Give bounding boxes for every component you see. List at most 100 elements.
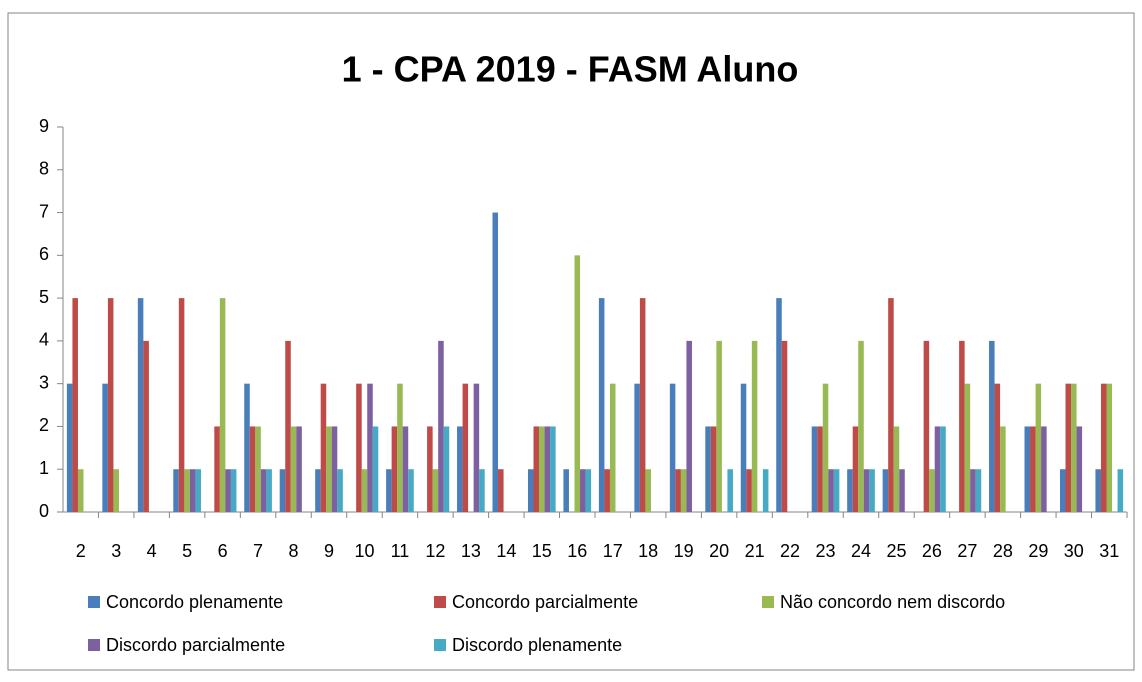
bar: [1100, 383, 1107, 512]
bar: [473, 383, 480, 512]
bar: [255, 426, 261, 512]
y-tick-label: 0: [39, 501, 49, 521]
bar: [219, 298, 226, 512]
legend-label: Concordo plenamente: [106, 592, 283, 612]
bar: [634, 383, 640, 512]
x-tick-label: 13: [461, 541, 481, 561]
bar: [959, 340, 965, 512]
bar: [195, 469, 201, 512]
y-tick-label: 6: [39, 244, 49, 264]
x-tick-label: 10: [354, 541, 374, 561]
bar: [1117, 469, 1124, 512]
bar: [811, 426, 818, 512]
bar: [639, 298, 646, 512]
y-tick-label: 5: [39, 287, 49, 307]
bar: [975, 469, 982, 512]
x-tick-label: 3: [111, 541, 121, 561]
y-tick-label: 8: [39, 159, 49, 179]
bar: [1035, 383, 1042, 512]
bar: [102, 383, 108, 512]
bar: [337, 469, 343, 512]
x-tick-label: 15: [532, 541, 552, 561]
bar: [356, 383, 362, 512]
bar: [934, 426, 941, 512]
bar: [1065, 383, 1072, 512]
bar: [680, 469, 687, 512]
bar: [1076, 426, 1083, 512]
bar: [1000, 426, 1006, 512]
bar: [113, 469, 119, 512]
bar: [585, 469, 592, 512]
bar: [438, 340, 444, 512]
bar: [1024, 426, 1031, 512]
x-tick-label: 11: [391, 541, 410, 561]
bar: [970, 469, 976, 512]
bar: [781, 340, 788, 512]
bar: [290, 426, 297, 512]
bar: [386, 469, 392, 512]
bar: [462, 383, 469, 512]
bar: [137, 298, 144, 512]
bar: [888, 298, 894, 512]
bar: [580, 469, 586, 512]
bar: [964, 383, 971, 512]
bar: [189, 469, 196, 512]
bar: [940, 426, 946, 512]
bar: [929, 469, 935, 512]
bar: [828, 469, 834, 512]
bar: [893, 426, 900, 512]
bar: [77, 469, 84, 512]
x-tick-label: 7: [253, 541, 263, 561]
x-tick-label: 8: [289, 541, 299, 561]
y-tick-label: 3: [39, 372, 49, 392]
x-tick-label: 21: [745, 541, 765, 561]
bar: [1059, 469, 1066, 512]
bar: [244, 383, 250, 512]
x-tick-label: 20: [709, 541, 729, 561]
bar: [550, 426, 556, 512]
bar: [751, 340, 758, 512]
bar: [443, 426, 450, 512]
bar: [989, 340, 995, 512]
bar: [727, 469, 733, 512]
y-tick-label: 1: [39, 458, 49, 478]
x-tick-label: 17: [603, 541, 623, 561]
bar: [402, 426, 409, 512]
bar: [391, 426, 398, 512]
bar: [1106, 383, 1113, 512]
x-tick-label: 18: [638, 541, 658, 561]
bar: [457, 426, 463, 512]
bar: [107, 298, 114, 512]
y-tick-label: 9: [39, 116, 49, 136]
chart-title: 1 - CPA 2019 - FASM Aluno: [342, 49, 799, 90]
bar: [604, 469, 610, 512]
bar: [869, 469, 875, 512]
bar: [1071, 383, 1077, 512]
legend-label: Não concordo nem discordo: [780, 592, 1005, 612]
bar: [66, 383, 73, 512]
x-tick-label: 25: [886, 541, 906, 561]
bar: [320, 383, 327, 512]
bar: [367, 383, 373, 512]
bar: [609, 383, 616, 512]
bar: [279, 469, 286, 512]
bar: [574, 255, 581, 513]
bar: [249, 426, 256, 512]
bar: [675, 469, 681, 512]
x-tick-label: 16: [567, 541, 587, 561]
legend-marker: [88, 596, 100, 608]
bar: [143, 340, 149, 512]
bar: [863, 469, 870, 512]
bar: [1041, 426, 1047, 512]
bar: [296, 426, 302, 512]
legend-marker: [434, 596, 446, 608]
x-tick-label: 27: [957, 541, 977, 561]
bar: [184, 469, 190, 512]
bar: [173, 469, 179, 512]
bar: [817, 426, 823, 512]
legend-marker: [762, 596, 774, 608]
x-tick-label: 30: [1064, 541, 1084, 561]
bar: [260, 469, 267, 512]
bar: [710, 426, 717, 512]
bar: [527, 469, 534, 512]
